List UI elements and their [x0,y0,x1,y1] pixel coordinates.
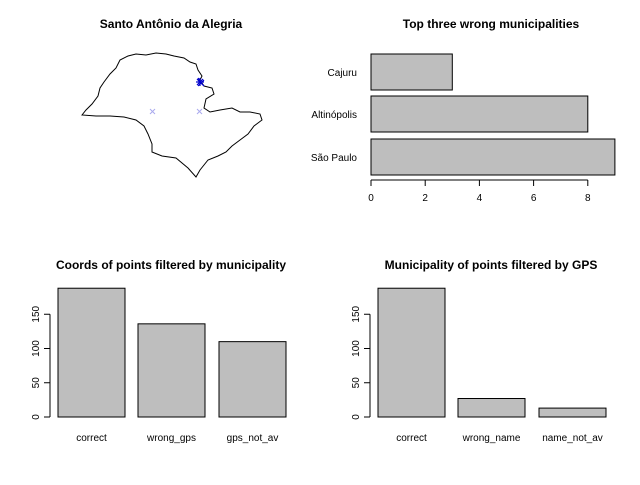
vbar2-tick-label-1: 50 [351,377,362,389]
vbar2-y-axis: 0 50 100 150 [351,305,371,420]
vbar2-title: Municipality of points filtered by GPS [385,258,598,272]
vbar1-tick-label-1: 50 [31,377,42,389]
vbar1-tick-label-3: 150 [31,305,42,322]
hbar-bars [370,53,616,176]
vbar2-category-label-1: wrong_name [462,433,521,444]
vbar1-bars [57,287,287,418]
hbar-bar-2 [370,53,453,91]
hbar-tick-label-0: 0 [368,193,374,204]
map-points [149,77,205,115]
vbar2-bars [377,287,607,418]
top-wrong-municipalities-panel: Top three wrong municipalities São Paulo… [311,17,616,204]
map-title: Santo Antônio da Alegria [100,17,243,31]
vbar1-bar-0 [57,287,126,418]
vbar2-bar-1 [457,398,526,418]
state-outline [81,52,263,178]
vbar1-category-label-0: correct [76,433,107,444]
hbar-bar-0 [370,138,616,176]
vbar1-tick-label-2: 100 [31,340,42,357]
vbar2-category-label-2: name_not_av [542,433,603,444]
hbar-category-label-0: São Paulo [311,153,358,164]
vbar2-tick-label-0: 0 [351,414,362,420]
map-panel: Santo Antônio da Alegria [81,17,263,178]
highlight-point-cluster [196,77,205,87]
vbar2-bar-0 [377,287,446,418]
hbar-tick-label-4: 8 [585,193,591,204]
hbar-tick-label-2: 4 [477,193,483,204]
vbar2-tick-label-2: 100 [351,340,362,357]
hbar-bar-1 [370,95,589,133]
coords-filtered-panel: Coords of points filtered by municipalit… [31,258,287,444]
vbar1-bar-1 [137,323,206,418]
hbar-category-label-2: Cajuru [328,68,357,79]
vbar2-tick-label-3: 150 [351,305,362,322]
hbar-category-label-1: Altinópolis [311,110,357,121]
vbar1-tick-label-0: 0 [31,414,42,420]
hbar-x-axis: 0 2 4 6 8 [368,179,591,204]
vbar1-y-axis: 0 50 100 150 [31,305,51,420]
vbar2-category-labels: correct wrong_name name_not_av [396,433,603,444]
hbar-title: Top three wrong municipalities [403,17,580,31]
faint-point-east [196,108,203,115]
vbar1-category-label-1: wrong_gps [146,433,196,444]
vbar2-category-label-0: correct [396,433,427,444]
faint-point-west [149,108,156,115]
hbar-tick-label-1: 2 [422,193,428,204]
hbar-tick-label-3: 6 [531,193,537,204]
municipality-filtered-panel: Municipality of points filtered by GPS c… [351,258,607,444]
vbar2-bar-2 [538,407,607,418]
hbar-category-labels: São Paulo Altinópolis Cajuru [311,68,358,164]
vbar1-category-labels: correct wrong_gps gps_not_av [76,433,278,444]
vbar1-category-label-2: gps_not_av [227,433,279,444]
vbar1-bar-2 [218,341,287,418]
vbar1-title: Coords of points filtered by municipalit… [56,258,286,272]
